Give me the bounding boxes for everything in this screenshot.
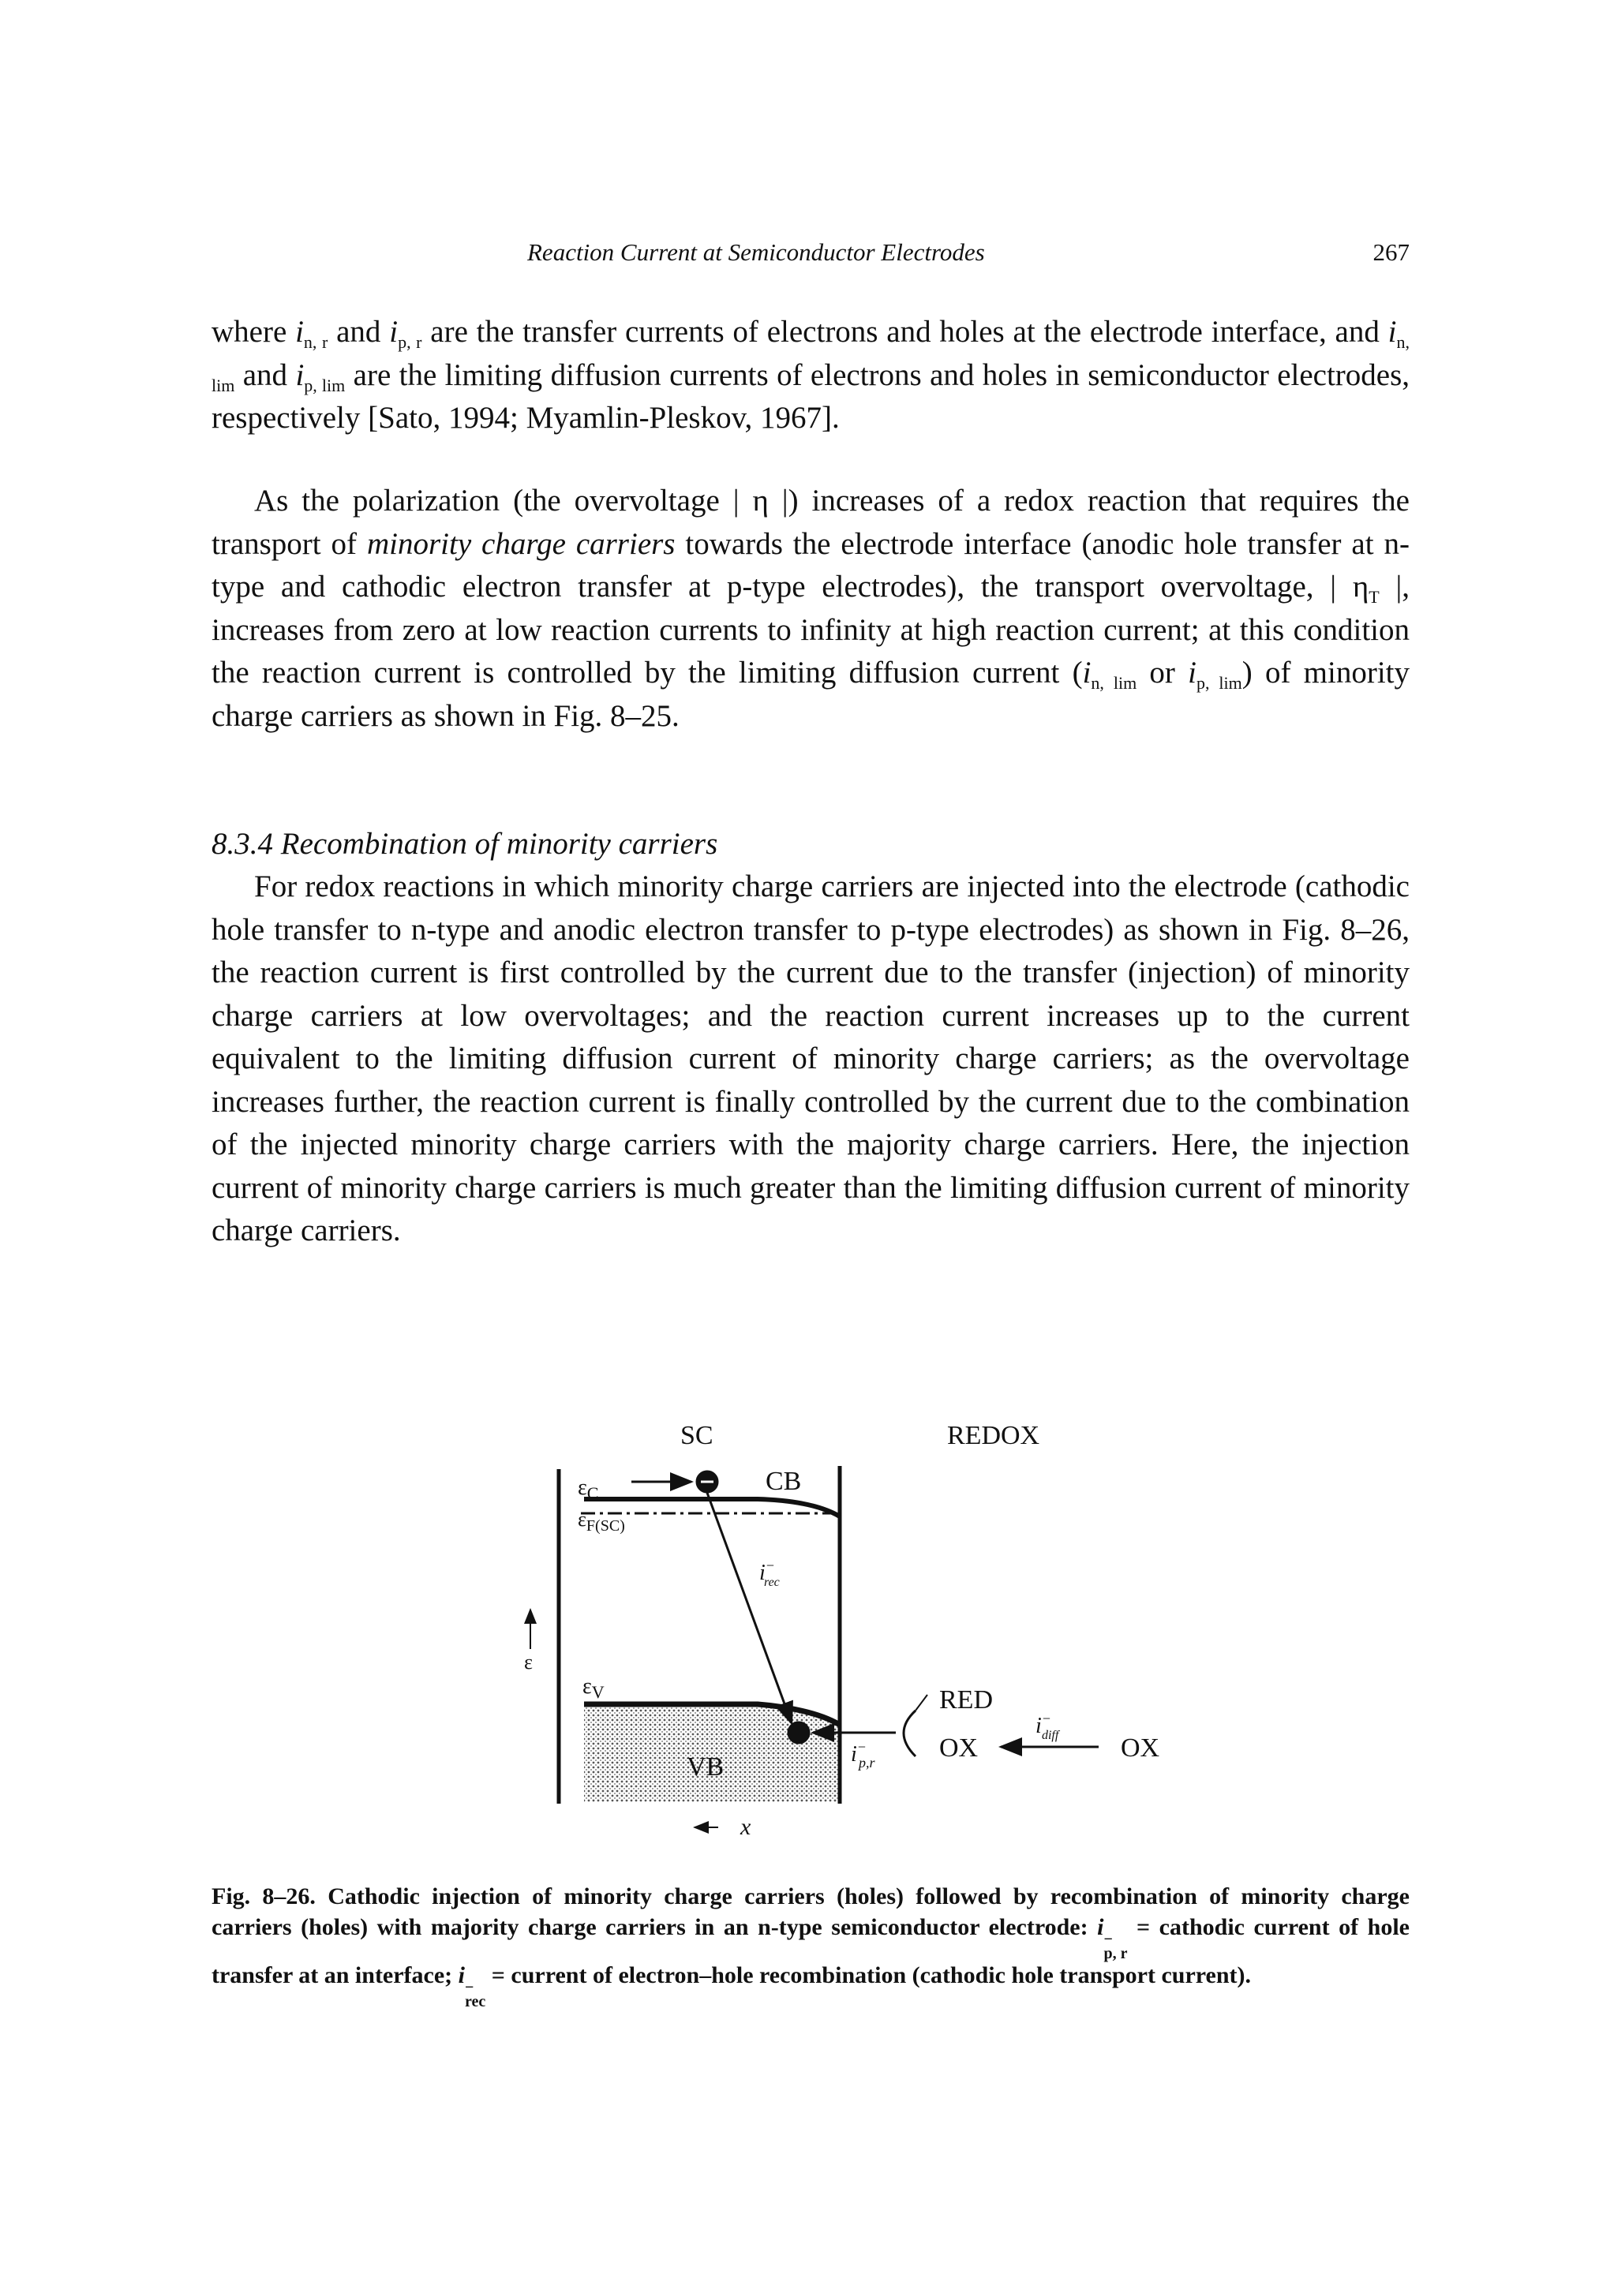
text: As the polarization (the overvoltage | η… (212, 484, 1410, 561)
text: = current of electron–hole recombination… (485, 1961, 1252, 1988)
text: ) of minority charge carriers as shown i… (212, 656, 1410, 733)
figure-caption: Fig. 8–26. Cathodic injection of minorit… (212, 1882, 1410, 2010)
symbol: i (1387, 315, 1397, 349)
label-ox: OX (939, 1733, 978, 1763)
superscript: − (465, 1978, 474, 1996)
subscript: p, r (1103, 1944, 1128, 1962)
subscript: n, r (303, 332, 328, 352)
text: and (328, 315, 390, 349)
text: |, increases from zero at low reaction c… (212, 570, 1410, 690)
label-ox: OX (1121, 1733, 1159, 1763)
paragraph: For redox reactions in which minority ch… (212, 866, 1410, 1253)
subscript: n, lim (212, 332, 1410, 395)
subscript: rec (465, 1992, 486, 2010)
text: Cathodic injection of minority charge ca… (212, 1883, 1410, 1940)
text: = cathodic current of hole transfer at a… (212, 1913, 1410, 1988)
text: are the limiting diffusion currents of e… (212, 357, 1410, 436)
symbol: i (295, 357, 305, 392)
subscript: p, lim (1196, 673, 1242, 693)
label-energy: ε (524, 1651, 533, 1673)
label-cb: CB (766, 1467, 801, 1496)
symbol: i (295, 315, 304, 349)
label-ipr: i− p,r (851, 1739, 875, 1771)
label-red: RED (939, 1685, 993, 1715)
label-vb: VB (687, 1752, 724, 1782)
symbol: i (1188, 656, 1196, 690)
emphasis: minority charge carriers (366, 526, 676, 561)
text: For redox reactions in which minority ch… (212, 869, 1410, 1247)
symbol: i (458, 1961, 466, 1988)
superscript: − (1103, 1930, 1113, 1948)
text: and (234, 357, 296, 392)
page-number: 267 (1372, 238, 1410, 266)
subscript: p, lim (304, 375, 346, 395)
text: where (212, 315, 296, 349)
symbol: i (1082, 656, 1092, 690)
label-ec: εC (578, 1475, 598, 1503)
caption-label: Fig. 8–26. (212, 1883, 316, 1909)
label-redox: REDOX (947, 1421, 1039, 1450)
text: towards the electrode interface (anodic … (212, 526, 1410, 604)
label-idiff: i− diff (1035, 1711, 1061, 1742)
label-x: x (740, 1814, 751, 1840)
paragraph: where in, r and ip, r are the transfer c… (212, 311, 1410, 440)
label-sc: SC (680, 1421, 713, 1450)
figure: SC REDOX CB VB εC εF(SC) εV ε i− rec i− p,… (524, 1421, 1159, 1840)
paragraph: As the polarization (the overvoltage | η… (212, 480, 1410, 738)
header-title: Reaction Current at Semiconductor Electr… (527, 238, 985, 266)
subscript: n, lim (1091, 673, 1137, 693)
label-ef: εF(SC) (578, 1508, 625, 1535)
band-diagram (524, 1466, 1099, 1834)
subscript: p, r (398, 332, 422, 352)
subscript: T (1369, 587, 1380, 607)
symbol: i (1097, 1913, 1104, 1940)
symbol: i (389, 315, 399, 349)
text: are the transfer currents of electrons a… (421, 315, 1388, 349)
label-irec: i− rec (759, 1557, 780, 1589)
text: or (1137, 656, 1189, 690)
section-heading: 8.3.4 Recombination of minority carriers (212, 827, 718, 861)
label-ev: εV (582, 1674, 605, 1702)
